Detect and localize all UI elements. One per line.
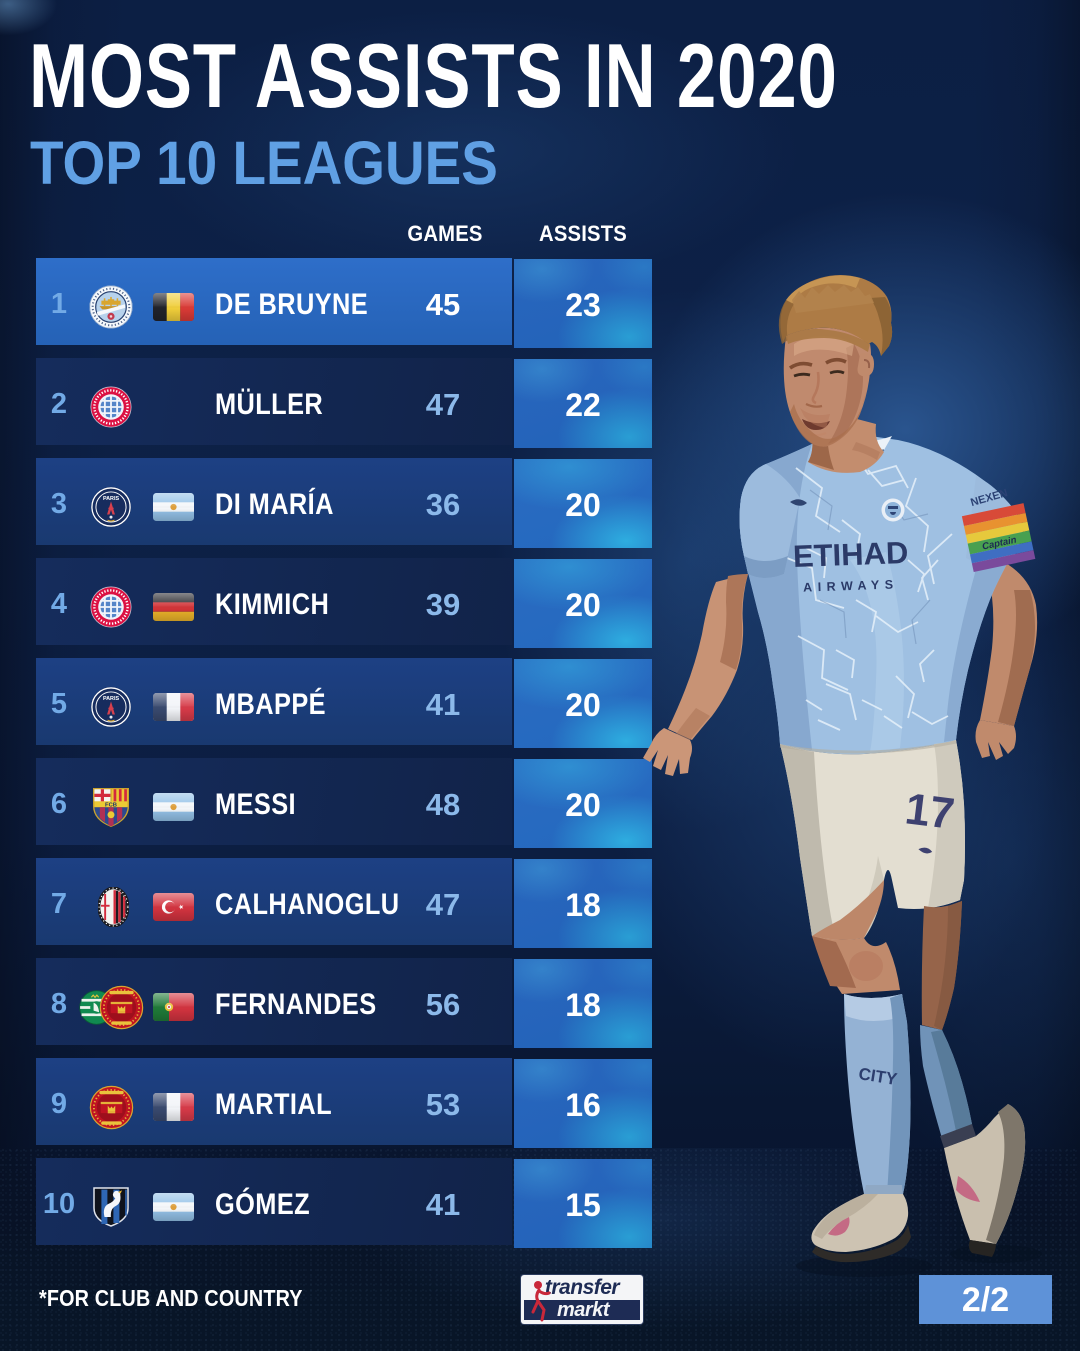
- svg-text:17: 17: [902, 784, 957, 839]
- svg-text:AIRWAYS: AIRWAYS: [803, 577, 899, 594]
- svg-text:ETIHAD: ETIHAD: [792, 535, 909, 574]
